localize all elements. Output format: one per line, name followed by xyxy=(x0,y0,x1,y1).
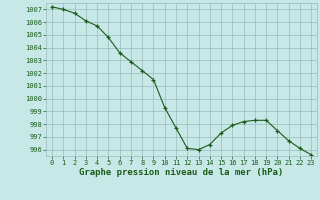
X-axis label: Graphe pression niveau de la mer (hPa): Graphe pression niveau de la mer (hPa) xyxy=(79,168,284,177)
